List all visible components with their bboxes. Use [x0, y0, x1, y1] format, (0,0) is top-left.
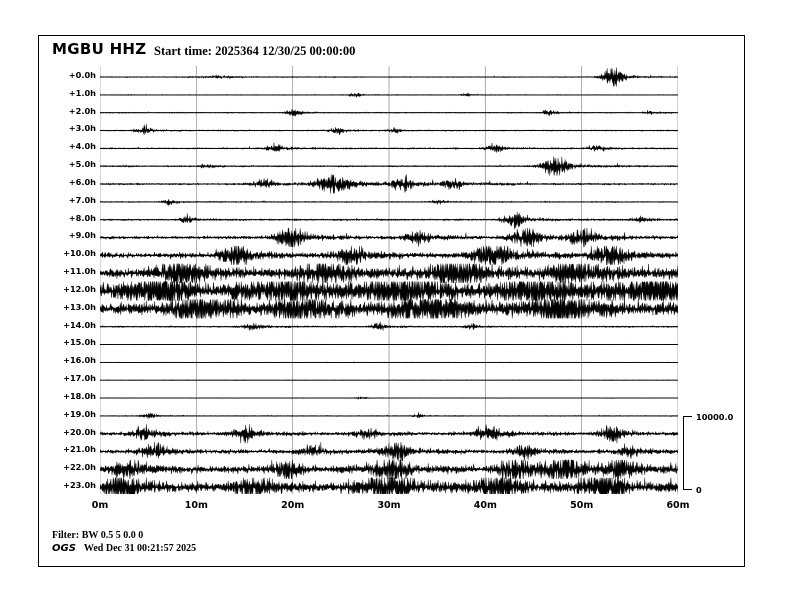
hour-label: +16.0h: [63, 355, 96, 366]
hour-label: +12.0h: [63, 283, 96, 294]
hour-label: +2.0h: [68, 105, 96, 116]
waveform-trace: [100, 424, 678, 444]
hour-label: +6.0h: [68, 176, 96, 187]
waveform-trace: [100, 156, 678, 176]
waveform-trace: [100, 412, 678, 419]
waveform-trace: [100, 109, 678, 118]
time-label: 20m: [281, 500, 305, 511]
waveform-trace: [100, 442, 678, 462]
hour-label: +8.0h: [68, 212, 96, 223]
waveform-trace: [100, 361, 678, 364]
waveform-trace: [100, 477, 678, 494]
filter-label: Filter: BW 0.5 5 0.0 0: [52, 530, 144, 541]
hour-label: +7.0h: [68, 194, 96, 205]
amplitude-scale-bar: 10000.0 0: [683, 412, 743, 496]
time-label: 30m: [377, 500, 401, 511]
hour-label: +3.0h: [68, 123, 96, 134]
plot-frame: [38, 35, 745, 567]
time-axis-labels: 0m 10m 20m 30m 40m 50m 60m: [92, 500, 690, 516]
waveform-trace: [100, 379, 678, 381]
hour-label: +19.0h: [63, 408, 96, 419]
scale-max-label: 10000.0: [696, 412, 734, 422]
organization-label: OGS: [52, 543, 76, 554]
seismogram-plot: [100, 66, 678, 494]
hour-label: +20.0h: [63, 426, 96, 437]
waveform-trace: [100, 227, 678, 248]
credit-line: OGS Wed Dec 31 00:21:57 2025: [52, 542, 472, 555]
waveform-trace: [100, 343, 678, 346]
waveform-trace: [100, 396, 678, 400]
trace-envelope: [100, 477, 678, 494]
hour-label: +0.0h: [68, 69, 96, 80]
waveform-trace: [100, 173, 678, 194]
waveform-trace: [100, 321, 678, 331]
hour-label: +22.0h: [63, 462, 96, 473]
waveform-trace: [100, 198, 678, 207]
time-label: 10m: [184, 500, 208, 511]
waveform-trace: [100, 67, 678, 87]
hour-label: +11.0h: [63, 266, 96, 277]
time-label: 40m: [473, 500, 497, 511]
waveform-trace: [100, 123, 678, 136]
waveform-trace: [100, 211, 678, 230]
hour-label: +17.0h: [63, 373, 96, 384]
footer: Filter: BW 0.5 5 0.0 0 OGS Wed Dec 31 00:…: [52, 529, 472, 555]
hour-label: +10.0h: [63, 248, 96, 259]
render-date-label: Wed Dec 31 00:21:57 2025: [83, 543, 197, 554]
waveform-trace: [100, 298, 678, 319]
waveform-trace: [100, 245, 678, 266]
hour-label: +1.0h: [68, 87, 96, 98]
trace-envelope: [100, 142, 678, 154]
hour-label: +21.0h: [63, 444, 96, 455]
hour-label: +23.0h: [63, 480, 96, 491]
hour-label: +9.0h: [68, 230, 96, 241]
hour-label: +14.0h: [63, 319, 96, 330]
hour-label: +4.0h: [68, 141, 96, 152]
hour-label: +18.0h: [63, 390, 96, 401]
hour-label: +15.0h: [63, 337, 96, 348]
waveform-trace: [100, 280, 678, 302]
hour-label: +13.0h: [63, 301, 96, 312]
start-time-label: Start time: 2025364 12/30/25 00:00:00: [154, 44, 356, 58]
waveform-trace: [100, 263, 678, 284]
time-label: 60m: [666, 500, 690, 511]
hour-axis-labels: +0.0h +1.0h +2.0h +3.0h +4.0h +5.0h +6.0h +7.0h…: [52, 66, 96, 494]
scale-min-label: 0: [696, 485, 702, 495]
waveform-trace: [100, 92, 678, 99]
page-title: MGBU HHZ: [52, 40, 147, 58]
time-label: 50m: [570, 500, 594, 511]
waveform-trace: [100, 142, 678, 154]
hour-label: +5.0h: [68, 159, 96, 170]
time-label: 0m: [91, 500, 109, 511]
scale-bracket: [683, 416, 692, 490]
waveform-trace: [100, 459, 678, 480]
waveform-canvas: [100, 66, 678, 494]
